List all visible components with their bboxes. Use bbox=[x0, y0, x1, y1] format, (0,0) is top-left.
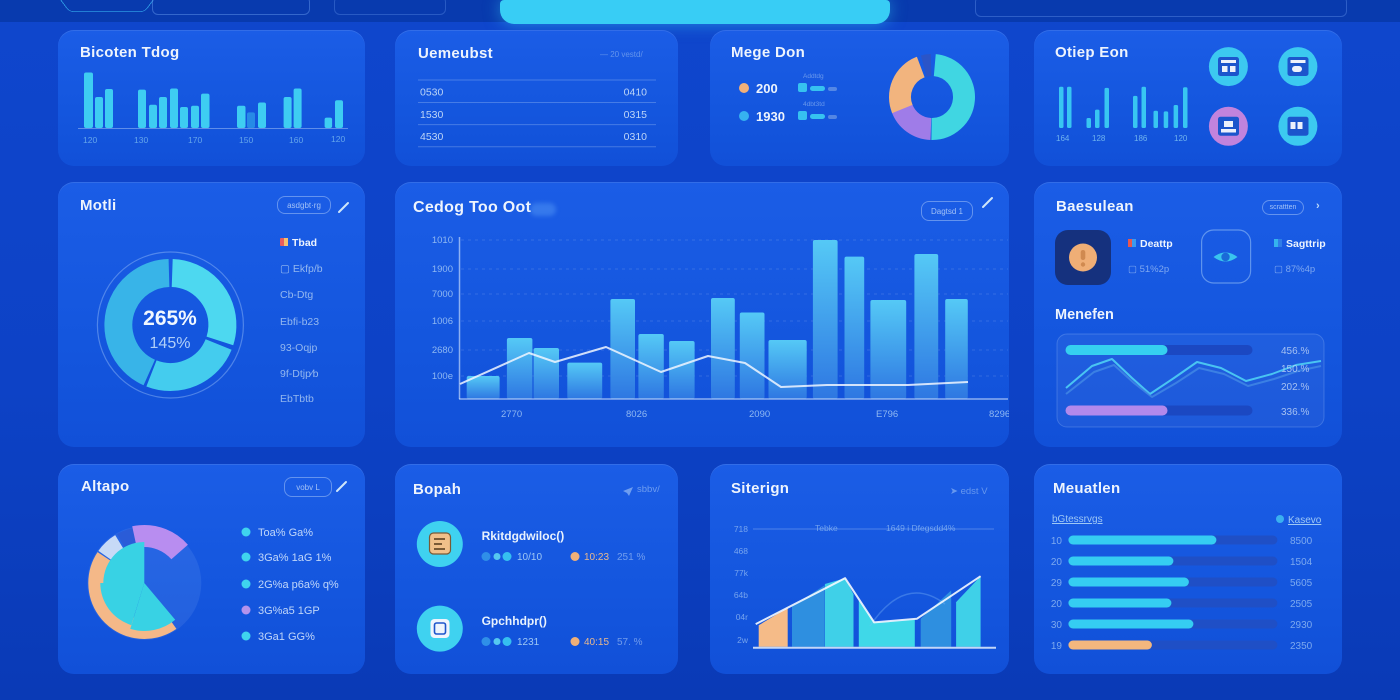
svg-text:2505: 2505 bbox=[1290, 599, 1313, 610]
svg-text:1900: 1900 bbox=[432, 264, 453, 275]
svg-text:1006: 1006 bbox=[432, 316, 453, 327]
svg-text:Addtdg: Addtdg bbox=[803, 73, 824, 80]
svg-text:8026: 8026 bbox=[626, 409, 647, 420]
svg-text:468: 468 bbox=[734, 546, 748, 556]
svg-text:120: 120 bbox=[83, 135, 97, 145]
svg-text:Deattp: Deattp bbox=[1140, 238, 1173, 250]
svg-text:04r: 04r bbox=[736, 612, 748, 622]
svg-text:2770: 2770 bbox=[501, 409, 522, 420]
svg-text:Menefen: Menefen bbox=[1055, 307, 1114, 323]
svg-text:0410: 0410 bbox=[624, 87, 648, 99]
svg-text:8296: 8296 bbox=[989, 409, 1009, 420]
svg-text:251 %: 251 % bbox=[617, 552, 645, 563]
svg-text:Rkitdgdwiloc(): Rkitdgdwiloc() bbox=[482, 529, 565, 543]
svg-text:10:23: 10:23 bbox=[584, 552, 609, 563]
svg-text:145%: 145% bbox=[150, 335, 191, 352]
svg-text:1504: 1504 bbox=[1290, 557, 1313, 568]
svg-text:5605: 5605 bbox=[1290, 578, 1313, 589]
svg-text:8500: 8500 bbox=[1290, 536, 1313, 547]
svg-text:57. %: 57. % bbox=[617, 637, 643, 648]
svg-text:130: 130 bbox=[134, 135, 148, 145]
svg-text:150: 150 bbox=[239, 135, 253, 145]
svg-text:1649 i Dfegsdd4%: 1649 i Dfegsdd4% bbox=[886, 523, 956, 533]
svg-text:120: 120 bbox=[1174, 134, 1188, 143]
svg-text:2680: 2680 bbox=[432, 345, 453, 356]
svg-text:128: 128 bbox=[1092, 134, 1106, 143]
svg-text:200: 200 bbox=[756, 81, 778, 96]
svg-text:Sagttrip: Sagttrip bbox=[1286, 238, 1326, 250]
svg-text:718: 718 bbox=[734, 524, 748, 534]
svg-text:E796: E796 bbox=[876, 409, 898, 420]
svg-text:20: 20 bbox=[1051, 557, 1063, 568]
svg-text:EbTbtb: EbTbtb bbox=[280, 393, 314, 405]
svg-text:170: 170 bbox=[188, 135, 202, 145]
svg-text:3Ga% 1aG 1%: 3Ga% 1aG 1% bbox=[258, 552, 332, 564]
svg-text:4dbt3td: 4dbt3td bbox=[803, 101, 825, 108]
svg-text:186: 186 bbox=[1134, 134, 1148, 143]
svg-text:0315: 0315 bbox=[624, 109, 648, 121]
svg-text:10/10: 10/10 bbox=[517, 552, 542, 563]
svg-text:77k: 77k bbox=[734, 568, 748, 578]
svg-text:456.%: 456.% bbox=[1281, 346, 1309, 357]
svg-text:Cb-Dtg: Cb-Dtg bbox=[280, 289, 313, 301]
svg-text:40:15: 40:15 bbox=[584, 637, 609, 648]
svg-text:100e: 100e bbox=[432, 371, 453, 382]
svg-text:▢ Ekfp/b: ▢ Ekfp/b bbox=[280, 263, 323, 275]
svg-text:9f-Dtjp⁄b: 9f-Dtjp⁄b bbox=[280, 368, 319, 380]
svg-text:➤ edst V: ➤ edst V bbox=[950, 486, 988, 497]
svg-text:160: 160 bbox=[289, 135, 303, 145]
svg-text:1930: 1930 bbox=[756, 109, 785, 124]
svg-text:Gpchhdpr(): Gpchhdpr() bbox=[482, 614, 547, 628]
svg-text:bGtessrvgs: bGtessrvgs bbox=[1052, 514, 1103, 525]
svg-text:202.%: 202.% bbox=[1281, 382, 1309, 393]
svg-text:20: 20 bbox=[1051, 599, 1063, 610]
svg-text:150.%: 150.% bbox=[1281, 364, 1309, 375]
svg-text:1231: 1231 bbox=[517, 637, 540, 648]
svg-text:29: 29 bbox=[1051, 578, 1063, 589]
svg-text:3G%a5 1GP: 3G%a5 1GP bbox=[258, 605, 320, 617]
svg-text:19: 19 bbox=[1051, 641, 1063, 652]
svg-text:10: 10 bbox=[1051, 536, 1063, 547]
svg-text:Tebke: Tebke bbox=[815, 523, 838, 533]
svg-text:2w: 2w bbox=[737, 635, 749, 645]
svg-text:0530: 0530 bbox=[420, 87, 444, 99]
svg-text:Ebfi-b23: Ebfi-b23 bbox=[280, 316, 319, 328]
svg-text:1530: 1530 bbox=[420, 109, 444, 121]
svg-text:▢ 51%2p: ▢ 51%2p bbox=[1128, 264, 1169, 275]
svg-text:7000: 7000 bbox=[432, 289, 453, 300]
svg-text:2930: 2930 bbox=[1290, 620, 1313, 631]
svg-text:336.%: 336.% bbox=[1281, 407, 1309, 418]
svg-text:64b: 64b bbox=[734, 590, 748, 600]
svg-text:120: 120 bbox=[331, 134, 345, 144]
svg-text:30: 30 bbox=[1051, 620, 1063, 631]
svg-text:2350: 2350 bbox=[1290, 641, 1313, 652]
svg-text:4530: 4530 bbox=[420, 131, 444, 143]
svg-text:2G%a p6a% q%: 2G%a p6a% q% bbox=[258, 579, 339, 591]
svg-text:Tbad: Tbad bbox=[292, 237, 317, 249]
svg-text:Toa% Ga%: Toa% Ga% bbox=[258, 527, 313, 539]
svg-text:▢ 87%4p: ▢ 87%4p bbox=[1274, 264, 1315, 275]
svg-text:sbbv/: sbbv/ bbox=[637, 484, 660, 495]
svg-text:3Ga1 GG%: 3Ga1 GG% bbox=[258, 631, 315, 643]
svg-text:Kasevo: Kasevo bbox=[1288, 515, 1322, 526]
svg-text:2090: 2090 bbox=[749, 409, 770, 420]
svg-text:164: 164 bbox=[1056, 134, 1070, 143]
svg-text:93-Oqjp: 93-Oqjp bbox=[280, 342, 318, 354]
svg-text:1010: 1010 bbox=[432, 235, 453, 246]
svg-text:265%: 265% bbox=[143, 307, 197, 330]
svg-text:0310: 0310 bbox=[624, 131, 648, 143]
